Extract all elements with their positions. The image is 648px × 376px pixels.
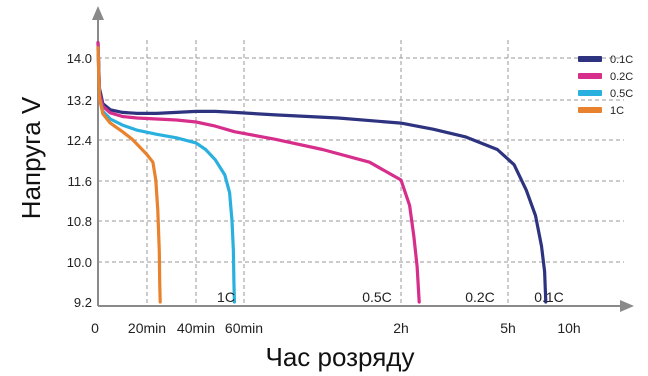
legend-swatch: [578, 73, 602, 79]
curve-end-label: 0.5C: [362, 289, 392, 305]
legend-swatch: [578, 90, 602, 96]
x-tick-label: 0: [91, 320, 99, 336]
y-axis-arrow: [92, 6, 104, 20]
y-tick-label: 11.6: [68, 174, 92, 189]
legend-label: 0.1C: [610, 54, 633, 66]
y-tick-label: 9.2: [74, 295, 92, 310]
series-line-0-5C: [96, 46, 236, 304]
legend: 0.1C 0.2C 0.5C 1C: [578, 54, 633, 117]
x-tick-label: 2h: [393, 320, 409, 336]
curve-end-label: 0.2C: [465, 289, 495, 305]
x-tick-label: 60min: [225, 320, 263, 336]
x-tick-label: 40min: [177, 320, 215, 336]
x-axis-arrow: [620, 300, 634, 312]
x-tick-label: 5h: [500, 320, 516, 336]
y-axis-title: Напруга V: [16, 96, 46, 219]
y-tick-label: 13.2: [67, 93, 92, 108]
legend-label: 0.2C: [610, 71, 633, 83]
y-tick-label: 10.0: [67, 255, 92, 270]
legend-swatch: [578, 107, 602, 113]
y-tick-label: 12.4: [67, 133, 92, 148]
y-tick-labels: 14.0 13.2 12.4 11.6 10.8 10.0 9.2: [67, 51, 92, 310]
grid-lines: [98, 40, 624, 306]
y-tick-label: 10.8: [67, 214, 92, 229]
legend-label: 1C: [610, 105, 624, 117]
series-lines: [96, 41, 548, 304]
legend-label: 0.5C: [610, 88, 633, 100]
x-tick-label: 10h: [557, 320, 580, 336]
series-line-1C: [96, 46, 162, 304]
x-tick-labels: 0 20min 40min 60min 2h 5h 10h: [91, 320, 581, 336]
curve-end-labels: 0.1C 0.2C 0.5C 1C: [217, 289, 564, 305]
series-line-0-1C: [96, 41, 548, 304]
x-axis-title: Час розряду: [266, 342, 415, 372]
legend-swatch: [578, 56, 602, 62]
x-tick-label: 20min: [128, 320, 166, 336]
y-tick-label: 14.0: [67, 51, 92, 66]
curve-end-label: 0.1C: [534, 289, 564, 305]
curve-end-label: 1C: [217, 289, 235, 305]
series-line-0-2C: [96, 41, 421, 304]
